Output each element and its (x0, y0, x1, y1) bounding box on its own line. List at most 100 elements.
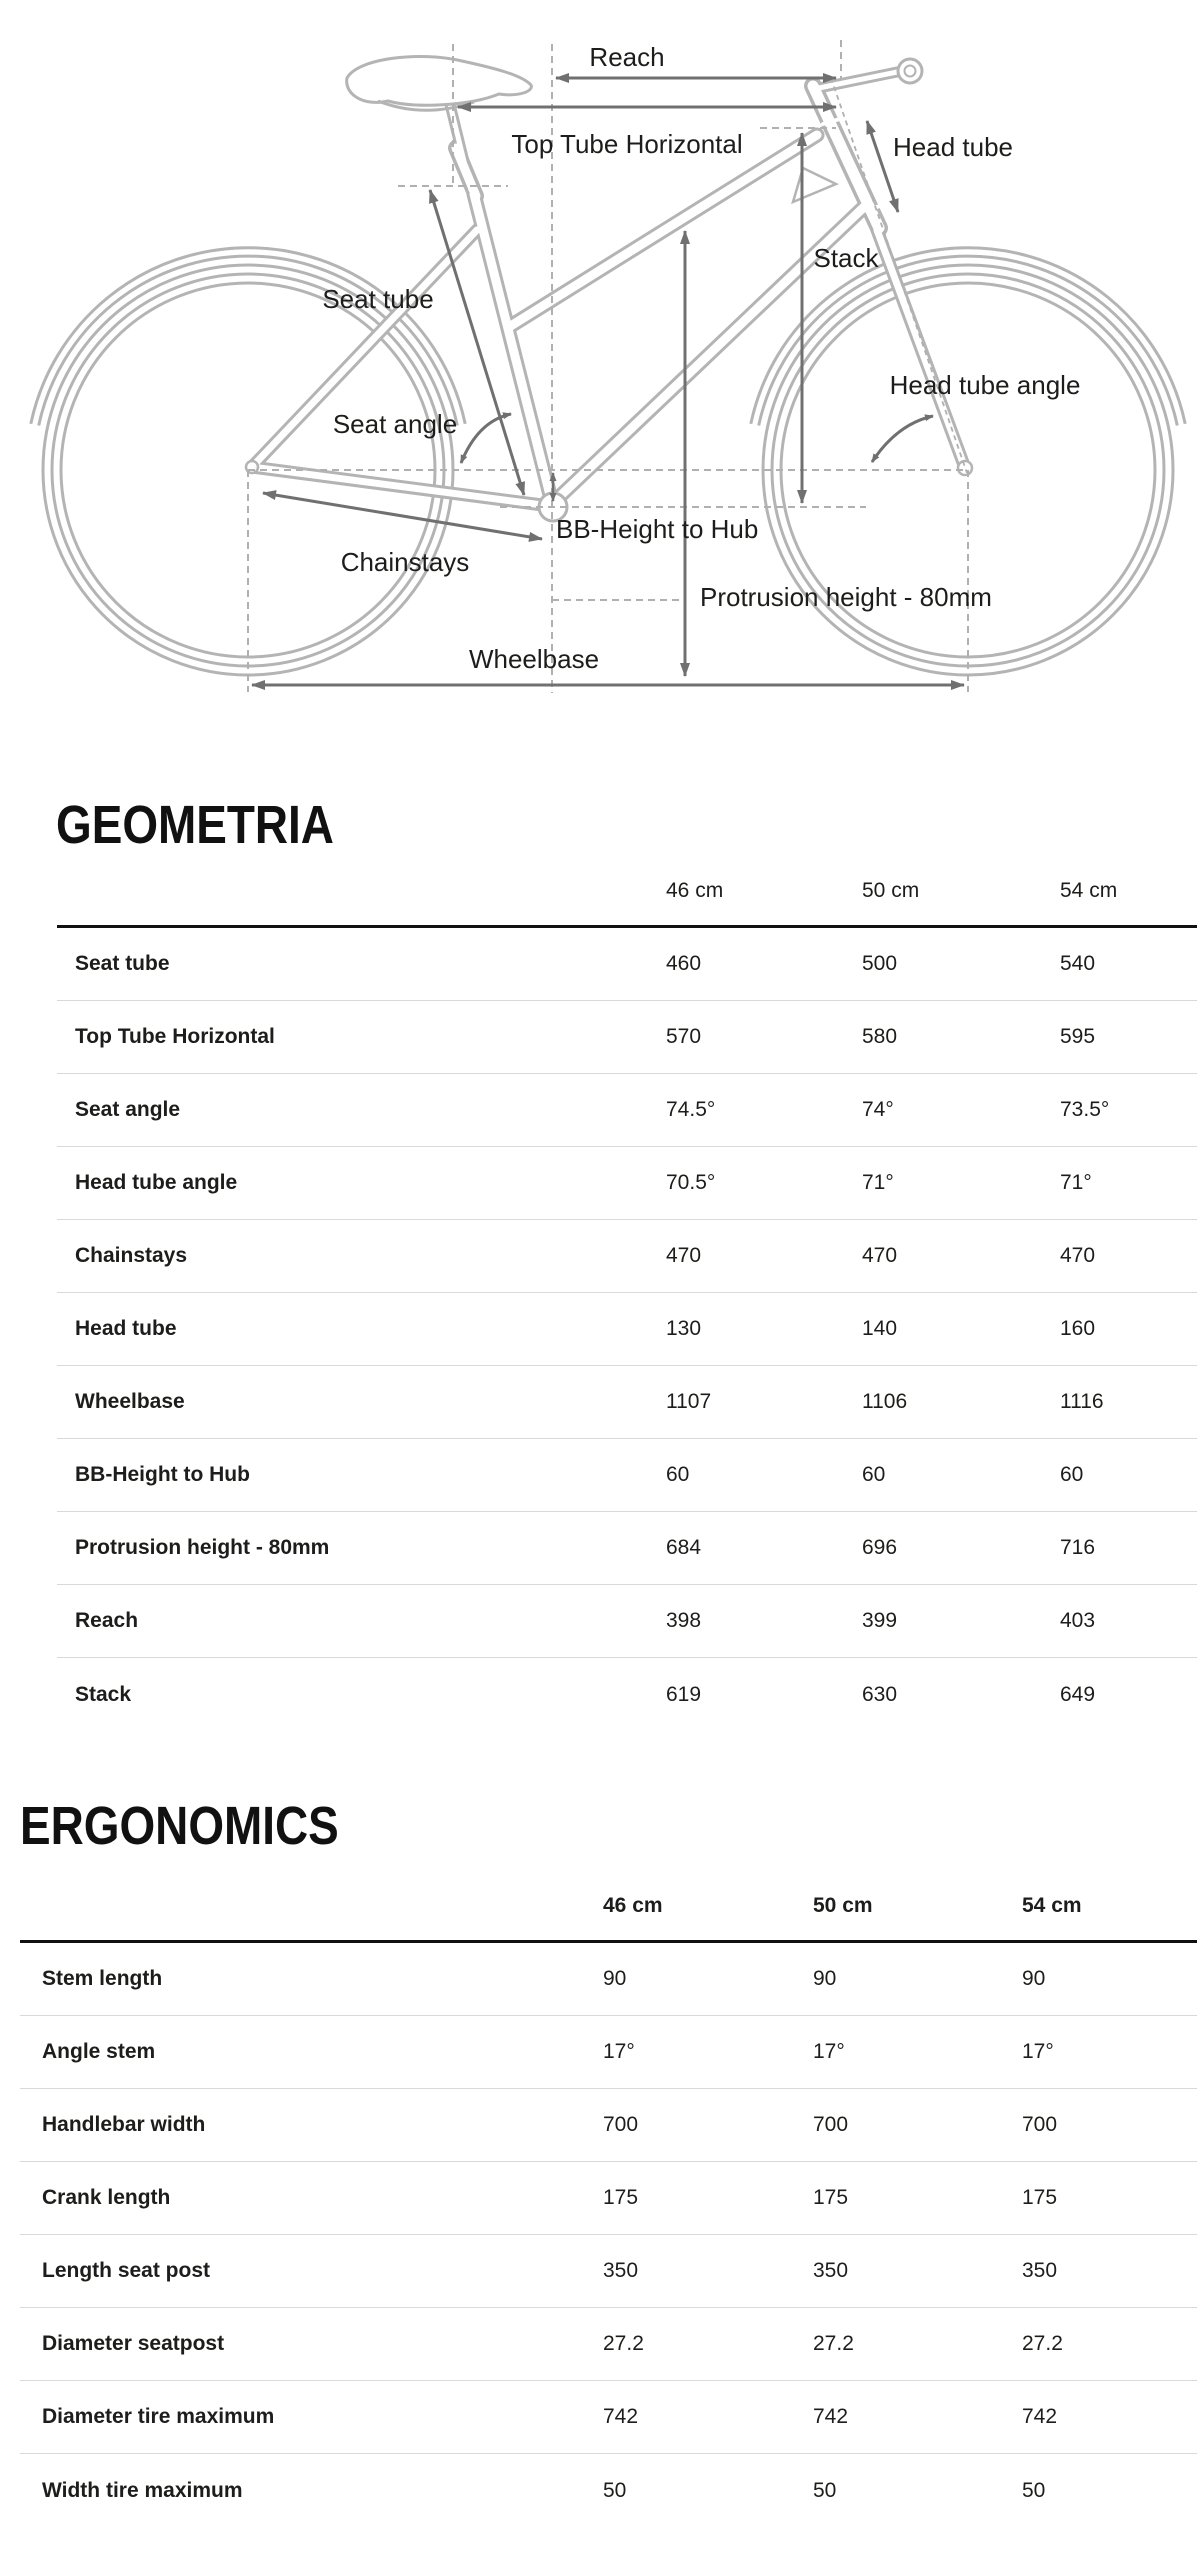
row-label: Diameter seatpost (42, 2332, 225, 2355)
table-row: Stack 619 630 649 (57, 1658, 1197, 1731)
cell-value: 27.2 (1022, 2332, 1063, 2355)
cell-value: 470 (666, 1244, 702, 1267)
table-row: Length seat post 350 350 350 (20, 2235, 1197, 2308)
table-row: Diameter seatpost 27.2 27.2 27.2 (20, 2308, 1197, 2381)
table-header-row: 46 cm 50 cm 54 cm (20, 1871, 1197, 1943)
cell-value: 50 (813, 2478, 837, 2502)
row-label: Chainstays (75, 1244, 188, 1267)
cell-value: 74.5° (666, 1098, 716, 1121)
section-title-geometria: GEOMETRIA (56, 794, 334, 855)
cell-value: 540 (1060, 952, 1096, 975)
section-title-ergonomics: ERGONOMICS (20, 1795, 339, 1856)
cell-value: 742 (1022, 2405, 1058, 2428)
row-label: Handlebar width (42, 2113, 206, 2136)
table-row: Seat angle 74.5° 74° 73.5° (57, 1074, 1197, 1147)
table-row: Top Tube Horizontal 570 580 595 (57, 1001, 1197, 1074)
row-label: Seat tube (75, 952, 170, 975)
cell-value: 17° (813, 2040, 845, 2063)
cell-value: 160 (1060, 1317, 1096, 1340)
table-row: Head tube 130 140 160 (57, 1293, 1197, 1366)
cell-value: 60 (862, 1463, 886, 1486)
row-label: Angle stem (42, 2040, 156, 2063)
column-header: 54 cm (1022, 1893, 1082, 1917)
cell-value: 1116 (1060, 1390, 1104, 1413)
cell-value: 71° (1060, 1171, 1092, 1194)
head-tube-angle-arc (870, 414, 934, 463)
table-row: Stem length 90 90 90 (20, 1943, 1197, 2016)
cell-value: 470 (1060, 1244, 1096, 1267)
saddle (345, 55, 533, 107)
cell-value: 17° (603, 2040, 635, 2063)
row-label: Seat angle (75, 1098, 181, 1121)
cell-value: 70.5° (666, 1171, 716, 1194)
diagram-label-reach: Reach (589, 42, 665, 72)
cell-value: 74° (862, 1098, 894, 1121)
cell-value: 27.2 (813, 2332, 854, 2355)
cell-value: 27.2 (603, 2332, 644, 2355)
seat-angle-arc (459, 412, 512, 464)
cell-value: 175 (1022, 2186, 1058, 2209)
cell-value: 619 (666, 1682, 702, 1706)
reference-lines (247, 40, 969, 693)
cell-value: 684 (666, 1536, 702, 1559)
cell-value: 140 (862, 1317, 898, 1340)
cell-value: 17° (1022, 2040, 1054, 2063)
row-label: Crank length (42, 2186, 171, 2209)
row-label: Reach (75, 1609, 139, 1632)
diagram-label-protrusion: Protrusion height - 80mm (700, 582, 992, 612)
cell-value: 71° (862, 1171, 894, 1194)
table-row: Protrusion height - 80mm 684 696 716 (57, 1512, 1197, 1585)
cell-value: 742 (813, 2405, 849, 2428)
cell-value: 350 (603, 2259, 639, 2282)
cell-value: 90 (1022, 1967, 1046, 1990)
cell-value: 460 (666, 952, 702, 975)
diagram-label-head-tube: Head tube (893, 132, 1013, 162)
cell-value: 90 (603, 1967, 627, 1990)
cell-value: 700 (1022, 2113, 1058, 2136)
bike-line-art (29, 40, 1187, 693)
cell-value: 700 (813, 2113, 849, 2136)
geometria-table: 46 cm 50 cm 54 cm Seat tube 460 500 540 Top Tub… (57, 856, 1197, 1731)
cell-value: 403 (1060, 1609, 1096, 1632)
handlebar-grip (896, 57, 924, 85)
cell-value: 580 (862, 1025, 898, 1048)
table-row: Angle stem 17° 17° 17° (20, 2016, 1197, 2089)
row-label: Wheelbase (75, 1390, 185, 1413)
cell-value: 649 (1060, 1682, 1096, 1706)
row-label: Protrusion height - 80mm (75, 1536, 330, 1559)
row-label: Head tube angle (75, 1171, 238, 1194)
table-row: Chainstays 470 470 470 (57, 1220, 1197, 1293)
bike-geometry-diagram: Reach Top Tube Horizontal Head tube Seat… (0, 0, 1200, 712)
row-label: Head tube (75, 1317, 177, 1340)
cell-value: 1106 (862, 1390, 908, 1413)
table-row: Crank length 175 175 175 (20, 2162, 1197, 2235)
column-header: 50 cm (813, 1893, 873, 1917)
cell-value: 595 (1060, 1025, 1096, 1048)
dimension-arrows (251, 73, 965, 690)
cell-value: 130 (666, 1317, 702, 1340)
cell-value: 60 (1060, 1463, 1084, 1486)
cell-value: 50 (603, 2478, 627, 2502)
cell-value: 398 (666, 1609, 702, 1632)
diagram-label-head-tube-angle: Head tube angle (889, 370, 1081, 400)
row-label: Width tire maximum (42, 2478, 243, 2502)
cell-value: 350 (813, 2259, 849, 2282)
row-label: Length seat post (42, 2259, 211, 2282)
diagram-label-wheelbase: Wheelbase (468, 644, 600, 674)
front-dropout (956, 459, 974, 477)
table-row: Seat tube 460 500 540 (57, 928, 1197, 1001)
cell-value: 73.5° (1060, 1098, 1110, 1121)
diagram-label-top-tube: Top Tube Horizontal (511, 129, 743, 159)
row-label: BB-Height to Hub (75, 1463, 250, 1486)
row-label: Top Tube Horizontal (75, 1025, 275, 1048)
ergonomics-table: 46 cm 50 cm 54 cm Stem length 90 90 90 Angle st… (20, 1871, 1197, 2527)
table-row: Wheelbase 1107 1106 1116 (57, 1366, 1197, 1439)
table-row: Head tube angle 70.5° 71° 71° (57, 1147, 1197, 1220)
row-label: Diameter tire maximum (42, 2405, 275, 2428)
row-label: Stem length (42, 1967, 163, 1990)
table-row: Width tire maximum 50 50 50 (20, 2454, 1197, 2527)
cell-value: 175 (603, 2186, 639, 2209)
cell-value: 175 (813, 2186, 849, 2209)
cell-value: 90 (813, 1967, 837, 1990)
chainstays-arrow (262, 490, 543, 542)
